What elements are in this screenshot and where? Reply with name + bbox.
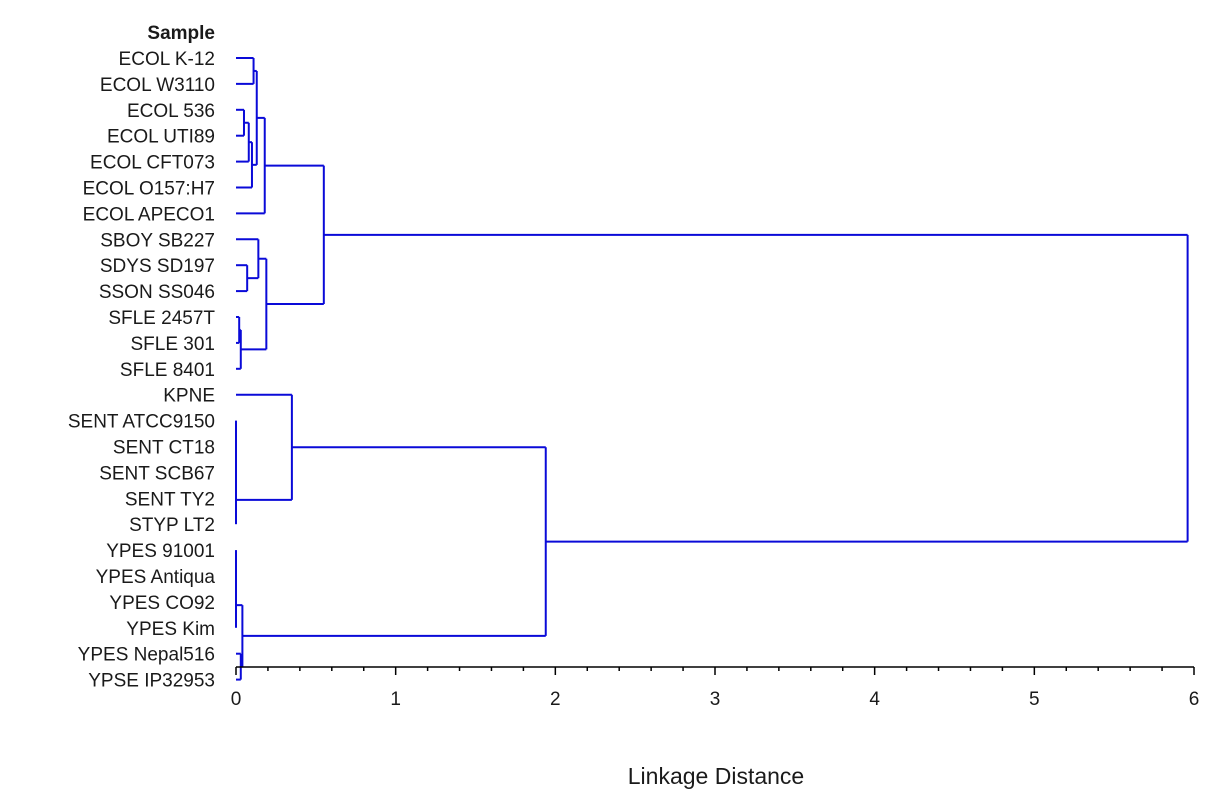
x-tick-label: 6 [1189,689,1200,710]
leaf-label-ecol-w3110: ECOL W3110 [100,75,215,96]
leaf-labels: ECOL K-12 ECOL W3110 ECOL 536 ECOL UTI89 ECO… [68,49,216,692]
leaf-label-ypes-91001: YPES 91001 [106,541,215,562]
leaf-label-sfle-2457t: SFLE 2457T [108,308,215,329]
leaf-label-ecol-o157-h7: ECOL O157:H7 [83,179,215,200]
leaf-label-ecol-cft073: ECOL CFT073 [90,153,215,174]
leaf-label-sent-ct18: SENT CT18 [113,438,215,459]
leaf-label-ecol-uti89: ECOL UTI89 [107,127,215,148]
leaf-label-ypes-antiqua: YPES Antiqua [96,567,216,588]
leaf-label-ecol-536: ECOL 536 [127,101,215,122]
leaf-label-ypes-co92: YPES CO92 [109,593,215,614]
x-tick-label: 5 [1029,689,1040,710]
leaf-label-ypes-nepal516: YPES Nepal516 [78,645,215,666]
x-axis: 0 1 2 3 4 5 6 [231,666,1200,710]
x-tick-label: 1 [390,689,401,710]
x-tick-label: 2 [550,689,561,710]
x-tick-label: 3 [710,689,721,710]
leaf-label-sson-ss046: SSON SS046 [99,282,215,303]
leaf-label-ecol-apeco1: ECOL APECO1 [83,204,215,225]
leaf-label-styp-lt2: STYP LT2 [129,515,215,536]
leaf-label-sfle-8401: SFLE 8401 [120,360,215,381]
leaf-label-sent-scb67: SENT SCB67 [99,463,215,484]
x-tick-label: 0 [231,689,242,710]
leaf-header-label: Sample [147,23,215,44]
leaf-label-sent-atcc9150: SENT ATCC9150 [68,412,215,433]
leaf-label-sent-ty2: SENT TY2 [125,489,215,510]
leaf-label-sfle-301: SFLE 301 [131,334,216,355]
leaf-label-sdys-sd197: SDYS SD197 [100,256,215,277]
leaf-label-ypes-kim: YPES Kim [126,619,215,640]
leaf-label-ypse-ip32953: YPSE IP32953 [88,671,215,692]
leaf-label-ecol-k-12: ECOL K-12 [119,49,215,70]
x-axis-title: Linkage Distance [628,763,804,789]
leaf-label-sboy-sb227: SBOY SB227 [100,230,215,251]
dendrogram-branches [235,57,1189,681]
x-tick-label: 4 [869,689,880,710]
leaf-label-kpne: KPNE [163,386,215,407]
